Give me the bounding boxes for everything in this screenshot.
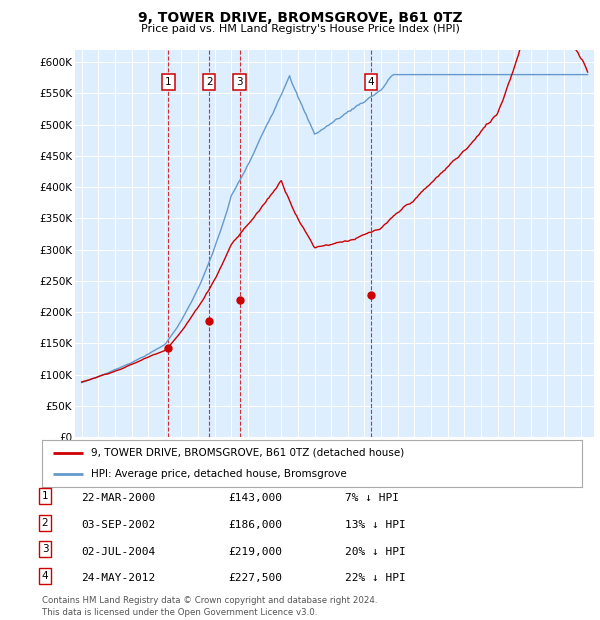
Text: 3: 3 — [41, 544, 49, 554]
Text: Price paid vs. HM Land Registry's House Price Index (HPI): Price paid vs. HM Land Registry's House … — [140, 24, 460, 33]
Text: Contains HM Land Registry data © Crown copyright and database right 2024.
This d: Contains HM Land Registry data © Crown c… — [42, 596, 377, 617]
Text: 1: 1 — [165, 77, 172, 87]
Text: 22-MAR-2000: 22-MAR-2000 — [81, 494, 155, 503]
Text: 2: 2 — [41, 518, 49, 528]
Text: 4: 4 — [368, 77, 374, 87]
Text: 9, TOWER DRIVE, BROMSGROVE, B61 0TZ: 9, TOWER DRIVE, BROMSGROVE, B61 0TZ — [137, 11, 463, 25]
Text: 2: 2 — [206, 77, 212, 87]
Text: 7% ↓ HPI: 7% ↓ HPI — [345, 494, 399, 503]
Text: HPI: Average price, detached house, Bromsgrove: HPI: Average price, detached house, Brom… — [91, 469, 346, 479]
Text: £143,000: £143,000 — [228, 494, 282, 503]
Text: 24-MAY-2012: 24-MAY-2012 — [81, 574, 155, 583]
Text: 02-JUL-2004: 02-JUL-2004 — [81, 547, 155, 557]
Text: 9, TOWER DRIVE, BROMSGROVE, B61 0TZ (detached house): 9, TOWER DRIVE, BROMSGROVE, B61 0TZ (det… — [91, 448, 404, 458]
Text: 03-SEP-2002: 03-SEP-2002 — [81, 520, 155, 530]
Text: £227,500: £227,500 — [228, 574, 282, 583]
Text: 3: 3 — [236, 77, 243, 87]
Text: £186,000: £186,000 — [228, 520, 282, 530]
Text: 4: 4 — [41, 571, 49, 581]
Text: 20% ↓ HPI: 20% ↓ HPI — [345, 547, 406, 557]
Text: 22% ↓ HPI: 22% ↓ HPI — [345, 574, 406, 583]
Text: 13% ↓ HPI: 13% ↓ HPI — [345, 520, 406, 530]
Text: £219,000: £219,000 — [228, 547, 282, 557]
Text: 1: 1 — [41, 491, 49, 501]
